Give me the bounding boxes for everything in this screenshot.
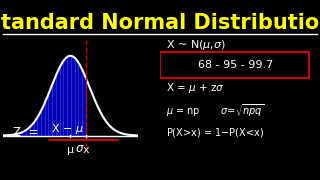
Text: x: x	[83, 145, 89, 155]
Text: P(X>x) = 1$-$P(X<x): P(X>x) = 1$-$P(X<x)	[166, 126, 264, 139]
Text: X $-$ $\mu$: X $-$ $\mu$	[51, 122, 84, 136]
Text: Z  =: Z =	[13, 126, 38, 139]
Text: X ~ N($\mu$,$\sigma$): X ~ N($\mu$,$\sigma$)	[166, 38, 226, 52]
Text: X = $\mu$ + z$\sigma$: X = $\mu$ + z$\sigma$	[166, 81, 225, 95]
Text: Standard Normal Distribution: Standard Normal Distribution	[0, 13, 320, 33]
Text: 68 - 95 - 99.7: 68 - 95 - 99.7	[197, 60, 273, 70]
Text: $\mu$ = np       $\sigma$=$\sqrt{npq}$: $\mu$ = np $\sigma$=$\sqrt{npq}$	[166, 103, 264, 119]
FancyBboxPatch shape	[160, 52, 309, 78]
Text: μ: μ	[67, 145, 74, 155]
Text: $\sigma$: $\sigma$	[75, 142, 85, 155]
